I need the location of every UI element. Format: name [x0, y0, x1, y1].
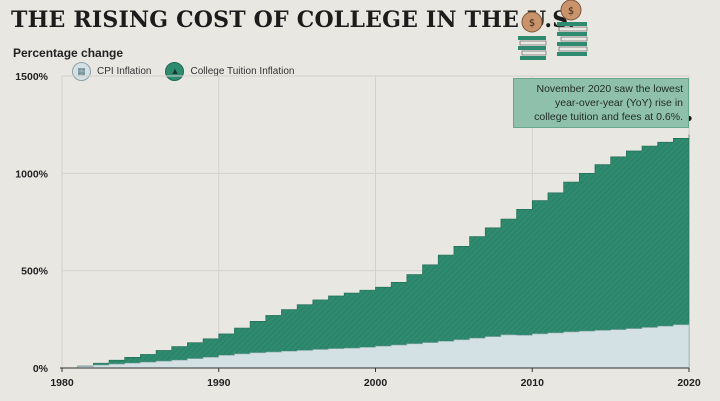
x-axis-ticks: 1980 1990 2000 2010 2020 [50, 368, 701, 389]
y-tick-label: 500% [21, 266, 49, 278]
x-tick-label: 2020 [677, 377, 701, 389]
y-axis-title: Percentage change [13, 46, 124, 60]
x-tick-label: 2010 [521, 377, 545, 389]
x-tick-label: 2000 [364, 377, 388, 389]
coin-stack-icon-left: $ [518, 11, 547, 60]
x-tick-label: 1990 [207, 377, 231, 389]
coin-stack-icon-right: $ [557, 0, 588, 56]
y-axis-ticks: 0% 500% 1000% 1500% [15, 71, 48, 375]
chart-title: THE RISING COST OF COLLEGE IN THE U.S. [11, 7, 576, 33]
svg-text:$: $ [529, 18, 535, 29]
y-tick-label: 0% [33, 363, 49, 375]
annotation-callout: November 2020 saw the lowest year-over-y… [513, 78, 689, 128]
coin-stack-illustration: $ $ [518, 0, 588, 60]
svg-text:$: $ [568, 6, 574, 17]
legend-label-tuition: College Tuition Inflation [190, 66, 295, 77]
tuition-area [62, 134, 690, 369]
y-tick-label: 1000% [15, 168, 48, 180]
x-tick-label: 1980 [50, 377, 74, 389]
cpi-area [62, 323, 690, 369]
legend-label-cpi: CPI Inflation [97, 66, 152, 77]
y-tick-label: 1500% [15, 71, 48, 83]
